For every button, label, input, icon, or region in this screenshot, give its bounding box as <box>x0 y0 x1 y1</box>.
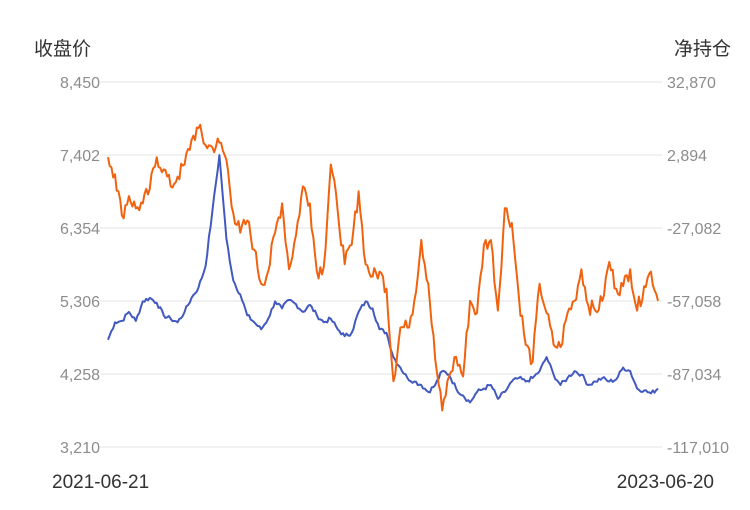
series-layer <box>107 123 659 412</box>
right-axis-ticks: 32,870 2,894 -27,082 -57,058 -87,034 -117,010 <box>667 75 729 457</box>
net-position-line <box>107 123 659 412</box>
right-axis-title: 净持仓 <box>673 38 731 60</box>
left-tick-label: 6,354 <box>60 221 100 238</box>
x-end-label: 2023-06-20 <box>617 472 714 493</box>
left-tick-label: 7,402 <box>60 148 100 165</box>
left-tick-label: 3,210 <box>60 440 100 457</box>
right-tick-label: -57,058 <box>667 294 721 311</box>
close-price-line <box>107 154 659 404</box>
right-tick-label: -117,010 <box>667 440 729 457</box>
x-start-label: 2021-06-21 <box>52 472 149 493</box>
left-tick-label: 5,306 <box>60 294 100 311</box>
right-tick-label: 2,894 <box>667 148 707 165</box>
right-tick-label: -87,034 <box>667 367 721 384</box>
left-axis-title: 收盘价 <box>34 38 92 60</box>
left-tick-label: 8,450 <box>60 75 100 92</box>
left-axis-ticks: 8,450 7,402 6,354 5,306 4,258 3,210 <box>60 75 100 457</box>
right-tick-label: 32,870 <box>667 75 716 92</box>
right-tick-label: -27,082 <box>667 221 721 238</box>
gridlines <box>100 81 662 448</box>
left-tick-label: 4,258 <box>60 367 100 384</box>
